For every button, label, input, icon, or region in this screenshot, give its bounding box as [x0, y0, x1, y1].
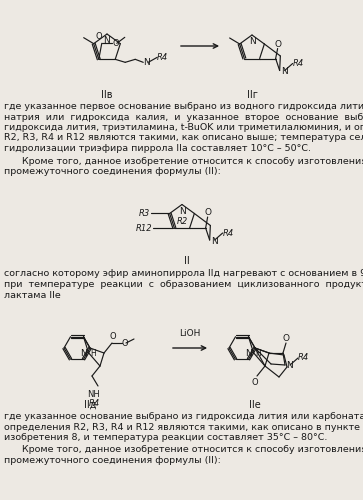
Text: R4: R4: [88, 399, 99, 408]
Text: R2: R2: [176, 216, 188, 226]
Text: где указанное первое основание выбрано из водного гидроксида лития, гидроксида: где указанное первое основание выбрано и…: [4, 102, 363, 111]
Text: O: O: [109, 332, 116, 341]
Text: IIг: IIг: [246, 90, 257, 100]
Text: R2, R3, R4 и R12 являются такими, как описано выше; температура селективной: R2, R3, R4 и R12 являются такими, как оп…: [4, 134, 363, 142]
Text: гидроксида лития, триэтиламина, t-BuOK или триметилалюминия, и определения: гидроксида лития, триэтиламина, t-BuOK и…: [4, 123, 363, 132]
Text: N: N: [281, 67, 287, 76]
Text: N: N: [245, 349, 252, 358]
Text: O: O: [274, 40, 281, 48]
Text: II: II: [184, 256, 190, 266]
Text: N: N: [103, 36, 110, 45]
Text: NH: NH: [87, 390, 101, 399]
Text: изобретения 8, и температура реакции составляет 35°C – 80°C.: изобретения 8, и температура реакции сос…: [4, 433, 327, 442]
Text: O: O: [95, 32, 102, 42]
Text: промежуточного соединения формулы (II):: промежуточного соединения формулы (II):: [4, 456, 221, 465]
Text: H: H: [90, 349, 96, 358]
Text: R3: R3: [138, 209, 150, 218]
Text: LiOH: LiOH: [179, 329, 201, 338]
Text: O: O: [122, 338, 129, 347]
Text: гидролизации триэфира пиррола IIa составляет 10°C – 50°C.: гидролизации триэфира пиррола IIa состав…: [4, 144, 311, 153]
Text: N: N: [286, 362, 293, 370]
Text: R12: R12: [136, 224, 152, 232]
Text: IIe: IIe: [249, 400, 261, 410]
Text: лактама IIe: лактама IIe: [4, 290, 61, 300]
Text: R4: R4: [157, 53, 168, 62]
Text: N: N: [179, 206, 185, 216]
Text: где указанное основание выбрано из гидроксида лития или карбоната калия; и: где указанное основание выбрано из гидро…: [4, 412, 363, 421]
Text: IIд: IIд: [84, 400, 96, 410]
Text: R4: R4: [298, 354, 309, 362]
Text: IIв: IIв: [101, 90, 113, 100]
Text: N: N: [143, 58, 150, 67]
Text: промежуточного соединения формулы (II):: промежуточного соединения формулы (II):: [4, 167, 221, 176]
Text: Кроме того, данное изобретение относится к способу изготовления: Кроме того, данное изобретение относится…: [4, 446, 363, 454]
Text: N: N: [211, 236, 217, 246]
Text: H: H: [256, 349, 261, 358]
Text: R4: R4: [293, 59, 304, 68]
Text: R4: R4: [223, 228, 234, 237]
Text: натрия  или  гидроксида  калия,  и  указанное  второе  основание  выбрано  из: натрия или гидроксида калия, и указанное…: [4, 112, 363, 122]
Text: Кроме того, данное изобретение относится к способу изготовления: Кроме того, данное изобретение относится…: [4, 156, 363, 166]
Text: определения R2, R3, R4 и R12 являются такими, как описано в пункте формулы: определения R2, R3, R4 и R12 являются та…: [4, 422, 363, 432]
Text: O: O: [282, 334, 290, 343]
Text: O: O: [204, 208, 211, 217]
Text: согласно которому эфир аминопиррола IIд нагревают с основанием в 95 % этаноле: согласно которому эфир аминопиррола IIд …: [4, 270, 363, 278]
Text: O: O: [252, 378, 258, 387]
Text: N: N: [80, 349, 86, 358]
Text: N: N: [249, 37, 256, 46]
Text: при  температуре  реакции  с  образованием  циклизованного  продукта  пирроло-: при температуре реакции с образованием ц…: [4, 280, 363, 289]
Text: O: O: [113, 39, 119, 48]
